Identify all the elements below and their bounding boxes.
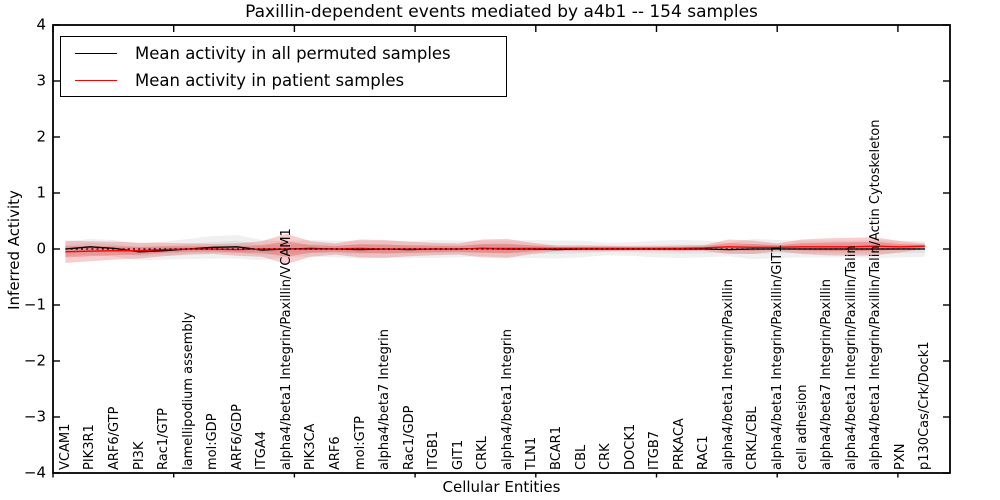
y-tick-label: 2 [36,127,46,146]
y-tick-label: −4 [23,463,46,482]
x-category-label: ARF6/GTP [107,406,122,470]
x-category-label: p130Cas/Crk/Dock1 [917,341,933,470]
x-category-label: Rac1/GTP [156,408,172,470]
legend-entry: Mean activity in all permuted samples [61,40,506,67]
x-category-label: alpha4/beta7 Integrin [377,328,393,470]
y-tick-label: 1 [36,183,46,202]
x-category-label: alpha4/beta1 Integrin [499,328,515,470]
y-tick-label: −1 [23,295,46,314]
legend-line-permuted [75,52,117,54]
x-category-label: cell adhesion [794,384,810,470]
x-category-label: PIK3CA [303,423,319,470]
x-category-label: BCAR1 [548,426,564,470]
x-category-label: CRK [598,443,614,470]
x-category-label: alpha4/beta1 Integrin/Paxillin/VCAM1 [278,228,294,470]
x-category-label: VCAM1 [57,423,73,470]
legend-entry: Mean activity in patient samples [61,67,506,94]
x-category-label: RAC1 [696,435,712,470]
legend: Mean activity in all permuted samples Mea… [60,36,507,97]
x-category-label: CBL [573,444,589,470]
x-category-label: PIK3R1 [82,424,98,470]
x-category-label: DOCK1 [622,423,638,470]
chart-title: Paxillin-dependent events mediated by a4… [245,2,758,22]
x-category-label: Rac1/GDP [401,405,417,470]
legend-label: Mean activity in patient samples [135,70,405,90]
x-category-label: PRKACA [671,418,687,470]
x-category-label: alpha4/beta1 Integrin/Paxillin/GIT1 [769,244,785,470]
legend-label: Mean activity in all permuted samples [135,43,451,63]
x-category-label: ARF6/GDP [229,404,245,470]
permuted-band-outer [65,235,925,261]
y-tick-label: 3 [36,71,46,90]
x-category-label: ARF6 [327,436,343,470]
x-category-label: PXN [892,443,908,470]
y-tick-label: 4 [36,15,46,34]
x-category-label: CRKL [475,436,491,470]
x-category-label: alpha4/beta1 Integrin/Paxillin/Talin/Act… [868,119,884,470]
x-category-label: alpha4/beta1 Integrin/Paxillin/Talin [843,245,859,470]
y-tick-label: −3 [23,407,46,426]
x-axis-label: Cellular Entities [442,478,561,496]
y-tick-label: −2 [23,351,46,370]
x-category-label: ITGA4 [254,430,270,470]
x-category-label: ITGB1 [426,430,442,470]
x-category-label: PI3K [131,441,147,470]
x-category-label: alpha4/beta1 Integrin/Paxillin [720,278,736,470]
x-category-label: alpha4/beta7 Integrin/Paxillin [819,278,835,470]
x-category-label: CRKL/CBL [745,406,761,471]
x-category-label: mol:GDP [205,413,221,470]
x-category-label: GIT1 [450,439,466,470]
x-category-label: TLN1 [524,436,540,470]
patient-band-inner [65,241,925,258]
x-category-label: ITGB7 [647,430,663,470]
y-tick-label: 0 [36,239,46,258]
x-category-label: lamellipodium assembly [180,312,196,470]
x-category-label: mol:GTP [352,416,368,470]
legend-line-patient [75,79,117,81]
patient-mean-line [65,245,925,253]
